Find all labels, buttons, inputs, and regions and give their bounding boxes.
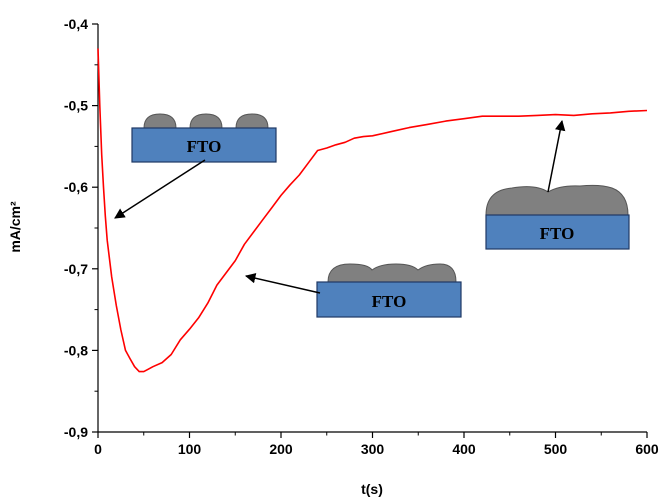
fto-label: FTO	[187, 137, 222, 156]
fto-schematic-small-grains: FTO	[131, 113, 277, 163]
fto-label: FTO	[372, 292, 407, 311]
grain-shape	[143, 113, 269, 129]
grain-shape	[485, 184, 629, 216]
y-axis-title: mA/cm²	[7, 201, 23, 253]
x-tick-label: 600	[635, 441, 659, 457]
fto-schematic-merged-film: FTO	[485, 184, 630, 250]
x-tick-label: 200	[269, 441, 293, 457]
y-tick-label: -0,5	[64, 98, 88, 114]
fto-substrate	[485, 214, 630, 250]
y-tick-label: -0,4	[64, 16, 88, 32]
x-tick-label: 500	[544, 441, 568, 457]
x-tick-label: 300	[361, 441, 385, 457]
annotation-arrow	[244, 272, 321, 294]
fto-schematic-medium-grains: FTO	[316, 263, 462, 318]
tick-labels: 0 100 200 300 400 500 600 -0,4 -0,5 -0,6 -0,7 -0,8 -…	[64, 16, 659, 457]
y-tick-label: -0,6	[64, 179, 88, 195]
series-layer	[97, 48, 648, 373]
fto-label: FTO	[540, 224, 575, 243]
series-line	[97, 48, 648, 373]
y-tick-label: -0,9	[64, 424, 88, 440]
fto-substrate	[131, 127, 277, 163]
annotation-arrow	[114, 159, 206, 219]
fto-substrate	[316, 281, 462, 318]
y-tick-label: -0,7	[64, 261, 88, 277]
x-tick-label: 0	[94, 441, 102, 457]
x-tick-label: 100	[178, 441, 202, 457]
x-axis-title: t(s)	[361, 481, 383, 497]
ticks	[92, 23, 648, 438]
x-tick-label: 400	[452, 441, 476, 457]
annotation-arrow	[547, 119, 566, 193]
grain-shape	[327, 263, 457, 283]
y-tick-label: -0,8	[64, 342, 88, 358]
